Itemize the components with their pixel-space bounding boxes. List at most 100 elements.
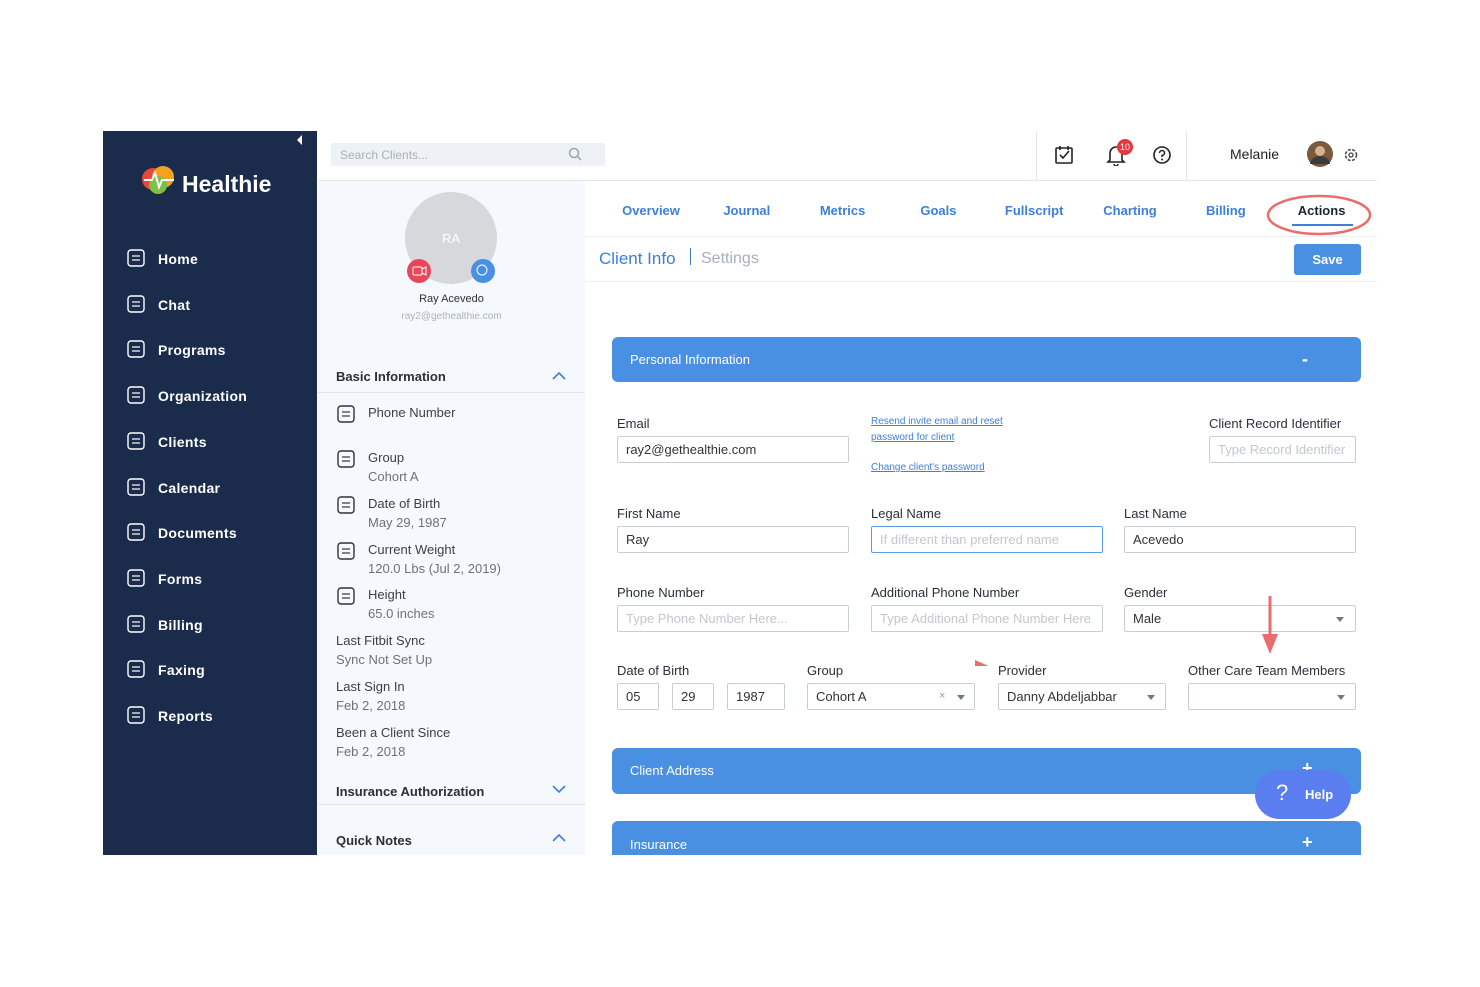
input-placeholder: If different than preferred name bbox=[880, 532, 1059, 547]
nav-item[interactable]: Billing bbox=[158, 616, 203, 633]
tab[interactable]: Journal bbox=[723, 203, 771, 218]
nav-item[interactable]: Reports bbox=[158, 708, 213, 724]
resend-invite-link[interactable]: Resend invite email and reset password f… bbox=[871, 416, 1003, 443]
settings-icon[interactable] bbox=[1343, 147, 1359, 163]
care-team-select[interactable] bbox=[1188, 683, 1356, 710]
panel-toggle[interactable]: + bbox=[1302, 832, 1313, 852]
nav-icon bbox=[125, 613, 147, 635]
input-value: 1987 bbox=[736, 689, 765, 704]
tasks-icon[interactable] bbox=[1054, 145, 1074, 165]
panel-header[interactable]: Client Address + bbox=[612, 748, 1361, 794]
divider bbox=[690, 248, 691, 265]
first-name-input[interactable]: Ray bbox=[617, 526, 849, 553]
nav-icon bbox=[125, 567, 147, 589]
info-icon bbox=[335, 448, 357, 470]
app-window: Healthie Home Chat Programs Organization Cli… bbox=[103, 131, 1377, 855]
dob-day-input[interactable]: 29 bbox=[672, 683, 714, 710]
field-label: Provider bbox=[998, 663, 1047, 678]
dob-month-input[interactable]: 05 bbox=[617, 683, 659, 710]
nav-item[interactable]: Faxing bbox=[158, 662, 205, 679]
info-value: 65.0 inches bbox=[368, 606, 435, 621]
nav-item[interactable]: Forms bbox=[158, 570, 203, 587]
panel-title: Personal Information bbox=[630, 352, 750, 367]
nav-item[interactable]: Chat bbox=[158, 296, 191, 313]
provider-select[interactable]: Danny Abdeljabbar bbox=[998, 683, 1166, 710]
client-name: Ray Acevedo bbox=[419, 293, 484, 305]
subnav-item[interactable]: Client Info bbox=[599, 249, 676, 268]
field-label: Last Name bbox=[1124, 506, 1187, 521]
collapse-icon[interactable] bbox=[295, 134, 305, 146]
field-label: First Name bbox=[617, 506, 681, 521]
section-title[interactable]: Quick Notes bbox=[336, 833, 412, 848]
change-password-link[interactable]: Change client's password bbox=[871, 462, 985, 473]
legal-name-input[interactable]: If different than preferred name bbox=[871, 526, 1103, 553]
field-label: Client Record Identifier bbox=[1209, 416, 1342, 431]
client-summary-panel: RA Ray Acevedo ray2@gethealthie.com Basi… bbox=[318, 181, 585, 855]
phone-input[interactable]: Type Phone Number Here... bbox=[617, 605, 849, 632]
divider bbox=[318, 804, 585, 805]
nav-item[interactable]: Home bbox=[158, 251, 199, 267]
panel-header[interactable]: Insurance + bbox=[612, 821, 1361, 855]
email-input[interactable]: ray2@gethealthie.com bbox=[617, 436, 849, 463]
tab[interactable]: Charting bbox=[1103, 203, 1157, 218]
tab[interactable]: Overview bbox=[622, 203, 680, 218]
nav-item[interactable]: Calendar bbox=[158, 479, 221, 496]
info-icon bbox=[335, 403, 357, 425]
nav-item[interactable]: Clients bbox=[158, 433, 207, 450]
input-value: Cohort A bbox=[816, 689, 867, 704]
panel-toggle[interactable]: - bbox=[1302, 349, 1308, 369]
tab[interactable]: Actions bbox=[1297, 203, 1346, 218]
nav-icon bbox=[125, 521, 147, 543]
group-select[interactable]: Cohort A × bbox=[807, 683, 975, 710]
last-name-input[interactable]: Acevedo bbox=[1124, 526, 1356, 553]
divider bbox=[318, 392, 585, 393]
additional-phone-input[interactable]: Type Additional Phone Number Here bbox=[871, 605, 1103, 632]
client-email: ray2@gethealthie.com bbox=[401, 311, 502, 322]
info-label: Last Fitbit Sync bbox=[336, 633, 425, 648]
collapse-chevron[interactable] bbox=[552, 833, 566, 843]
panel-title: Client Address bbox=[630, 763, 714, 778]
collapse-chevron[interactable] bbox=[552, 371, 566, 381]
clear-icon[interactable]: × bbox=[939, 690, 946, 702]
info-label: Last Sign In bbox=[336, 679, 405, 694]
info-value: Cohort A bbox=[368, 469, 419, 484]
section-title[interactable]: Insurance Authorization bbox=[336, 784, 485, 799]
nav-item[interactable]: Programs bbox=[158, 342, 226, 359]
nav-icon bbox=[125, 430, 147, 452]
tab[interactable]: Fullscript bbox=[1004, 203, 1064, 218]
client-actions[interactable] bbox=[405, 258, 505, 286]
nav-icon bbox=[125, 476, 147, 498]
panel-header[interactable]: Personal Information - bbox=[612, 337, 1361, 382]
user-avatar[interactable] bbox=[1306, 140, 1334, 168]
field-label: Email bbox=[617, 416, 650, 431]
help-icon[interactable] bbox=[1152, 145, 1172, 165]
info-label: Been a Client Since bbox=[336, 725, 451, 740]
help-button[interactable]: ? Help bbox=[1255, 770, 1351, 819]
input-placeholder: Type Additional Phone Number Here bbox=[880, 611, 1092, 626]
nav-item[interactable]: Organization bbox=[158, 388, 248, 405]
info-label: Current Weight bbox=[368, 542, 456, 557]
search-box[interactable]: Search Clients... bbox=[331, 143, 605, 166]
panel-toggle[interactable]: + bbox=[1302, 758, 1313, 778]
subnav-item[interactable]: Settings bbox=[701, 250, 759, 267]
section-title[interactable]: Basic Information bbox=[336, 369, 446, 384]
dob-year-input[interactable]: 1987 bbox=[727, 683, 785, 710]
info-value: Feb 2, 2018 bbox=[336, 744, 406, 759]
gender-select[interactable]: Male bbox=[1124, 605, 1356, 632]
tab[interactable]: Billing bbox=[1205, 203, 1246, 218]
user-name[interactable]: Melanie bbox=[1230, 146, 1280, 162]
info-value: 120.0 Lbs (Jul 2, 2019) bbox=[368, 561, 501, 576]
expand-chevron[interactable] bbox=[552, 784, 566, 794]
logo-icon bbox=[142, 166, 174, 194]
field-label: Additional Phone Number bbox=[871, 585, 1020, 600]
input-placeholder: Type Record Identifier bbox=[1218, 442, 1346, 457]
field-label: Other Care Team Members bbox=[1188, 663, 1346, 678]
sidebar: Healthie Home Chat Programs Organization Cli… bbox=[103, 131, 317, 855]
record-id-input[interactable]: Type Record Identifier bbox=[1209, 436, 1356, 463]
nav-item[interactable]: Documents bbox=[158, 525, 237, 542]
save-button[interactable]: Save bbox=[1294, 244, 1361, 275]
tab[interactable]: Metrics bbox=[819, 203, 866, 218]
info-label: Phone Number bbox=[368, 405, 456, 420]
nav-icon bbox=[125, 247, 147, 269]
tab[interactable]: Goals bbox=[920, 203, 957, 218]
